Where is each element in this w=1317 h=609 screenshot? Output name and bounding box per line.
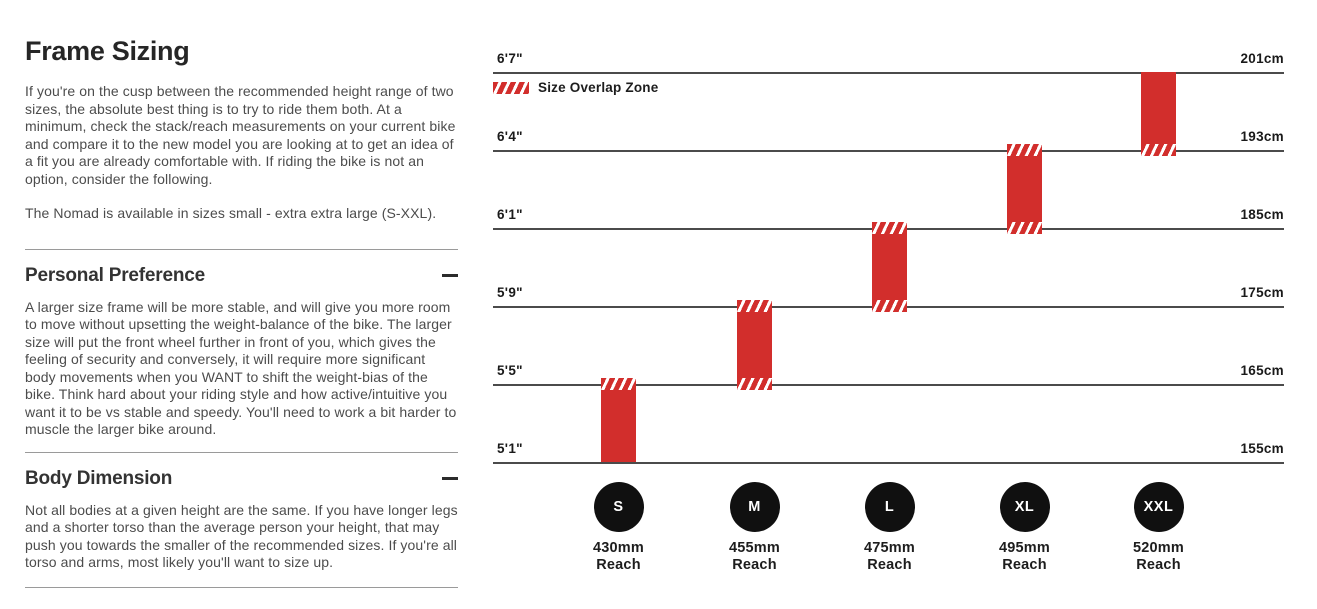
intro-paragraph: If you're on the cusp between the recomm… [25, 83, 456, 187]
reach-value: 475mm [864, 540, 915, 556]
size-circle-S: S [593, 482, 644, 532]
size-bar-M [737, 300, 772, 390]
height-label-ft: 5'5" [497, 363, 523, 378]
height-label-ft: 6'4" [497, 129, 523, 144]
reach-value: 495mm [999, 540, 1050, 556]
reach-label-M: 455mm Reach [705, 540, 805, 574]
section-header-personal-preference[interactable]: Personal Preference [25, 263, 458, 289]
reach-caption: Reach [732, 557, 777, 573]
collapse-minus-icon[interactable] [442, 476, 458, 481]
availability-note: The Nomad is available in sizes small - … [25, 205, 437, 221]
height-label-ft: 5'1" [497, 441, 523, 456]
section-divider [25, 451, 458, 453]
height-label-cm: 201cm [1240, 51, 1284, 66]
chart-legend: Size Overlap Zone [493, 80, 658, 95]
height-label-cm: 185cm [1240, 207, 1284, 222]
height-gridline [493, 150, 1284, 152]
overlap-zone-hatch [872, 300, 907, 312]
height-label-cm: 175cm [1240, 285, 1284, 300]
height-gridline [493, 462, 1284, 464]
section-body: A larger size frame will be more stable,… [25, 298, 457, 438]
height-label-cm: 155cm [1240, 441, 1284, 456]
size-bar-L [872, 222, 907, 312]
section-heading: Personal Preference [25, 264, 205, 286]
overlap-zone-hatch [872, 222, 907, 234]
height-label-ft: 6'7" [497, 51, 523, 66]
size-bar-S [601, 378, 636, 462]
reach-label-XL: 495mm Reach [975, 540, 1075, 574]
overlap-zone-hatch [1141, 144, 1176, 156]
collapse-minus-icon[interactable] [442, 273, 458, 278]
sizing-info-panel: Frame Sizing If you're on the cusp betwe… [25, 0, 458, 588]
size-circle-XL: XL [999, 482, 1050, 532]
reach-value: 430mm [593, 540, 644, 556]
legend-label: Size Overlap Zone [538, 80, 659, 95]
size-circle-M: M [729, 482, 780, 532]
reach-label-L: 475mm Reach [840, 540, 940, 574]
reach-caption: Reach [1136, 557, 1181, 573]
section-header-body-dimension[interactable]: Body Dimension [25, 466, 458, 492]
section-body: Not all bodies at a given height are the… [25, 501, 458, 571]
reach-caption: Reach [867, 557, 912, 573]
reach-label-S: 430mm Reach [569, 540, 669, 574]
height-gridline [493, 72, 1284, 74]
size-bar-XXL [1141, 72, 1176, 156]
overlap-zone-hatch [737, 300, 772, 312]
overlap-zone-hatch [1007, 144, 1042, 156]
section-divider [25, 586, 458, 588]
overlap-zone-hatch [1007, 222, 1042, 234]
reach-value: 520mm [1133, 540, 1184, 556]
section-heading: Body Dimension [25, 467, 173, 489]
height-label-cm: 165cm [1240, 363, 1284, 378]
height-label-cm: 193cm [1240, 129, 1284, 144]
section-divider [25, 248, 458, 250]
height-label-ft: 6'1" [497, 207, 523, 222]
size-circle-L: L [864, 482, 915, 532]
size-circle-XXL: XXL [1133, 482, 1184, 532]
page-title: Frame Sizing [25, 36, 190, 66]
reach-caption: Reach [596, 557, 641, 573]
overlap-zone-hatch [601, 378, 636, 390]
size-bar-XL [1007, 144, 1042, 234]
overlap-zone-hatch [737, 378, 772, 390]
reach-value: 455mm [729, 540, 780, 556]
height-gridline [493, 384, 1284, 386]
height-label-ft: 5'9" [497, 285, 523, 300]
reach-label-XXL: 520mm Reach [1109, 540, 1209, 574]
overlap-hatch-swatch-icon [493, 81, 529, 94]
reach-caption: Reach [1002, 557, 1047, 573]
